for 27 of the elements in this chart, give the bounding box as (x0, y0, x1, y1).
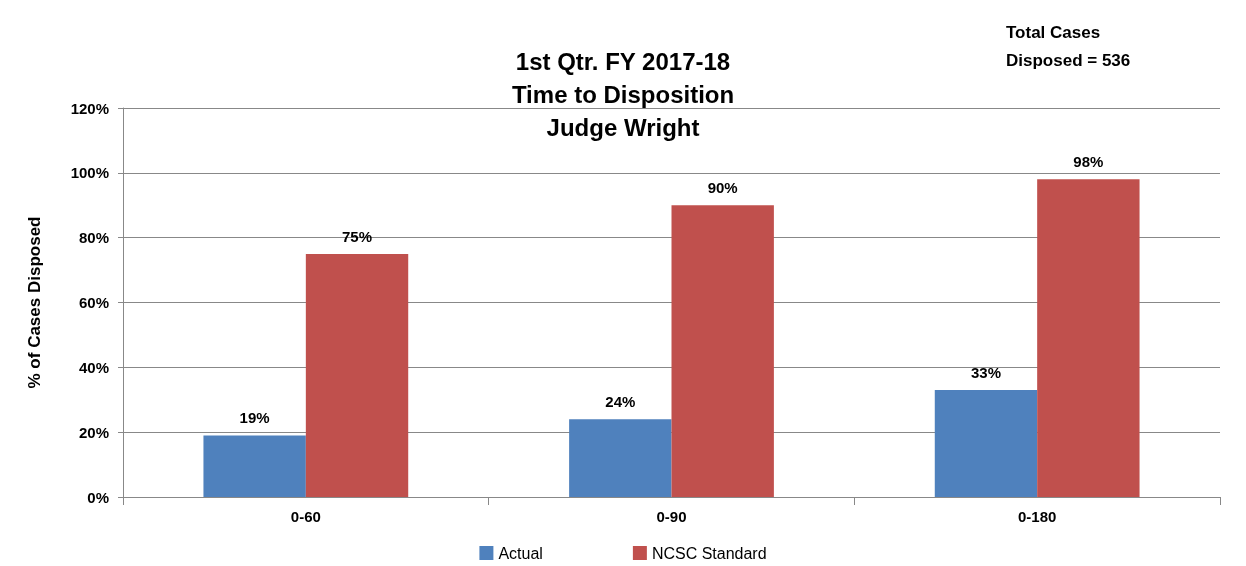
data-label: 33% (970, 364, 1001, 382)
y-tick-label: 80% (78, 229, 109, 247)
bar (671, 205, 774, 497)
bar (934, 390, 1038, 497)
chart-title: 1st Qtr. FY 2017-18 Time to Disposition Judge Wright (511, 48, 735, 141)
data-label: 75% (342, 227, 373, 245)
data-label: 19% (239, 409, 270, 427)
y-tick-label: 120% (70, 99, 109, 117)
text: Total Cases Disposed = 536 (1006, 22, 1131, 70)
bar (305, 253, 409, 497)
y-tick-label: 40% (78, 358, 109, 376)
y-tick-label: 60% (78, 294, 109, 311)
data-label: 90% (707, 179, 738, 197)
legend-label: Actual (498, 544, 543, 562)
y-tick-label: 20% (78, 423, 109, 441)
y-tick-label: 0% (87, 488, 109, 506)
bar (1037, 179, 1140, 497)
bar (569, 419, 672, 497)
bar (203, 435, 306, 497)
data-label: 24% (605, 393, 636, 411)
y-tick-label: 100% (70, 164, 109, 182)
x-tick-label: 0-180 (1017, 508, 1057, 525)
y-axis-title: % of Cases Disposed (25, 216, 44, 389)
data-label: 98% (1073, 153, 1104, 171)
x-tick-label: 0-90 (656, 508, 687, 525)
legend-label: NCSC Standard (651, 544, 767, 562)
x-tick-label: 0-60 (290, 508, 321, 525)
